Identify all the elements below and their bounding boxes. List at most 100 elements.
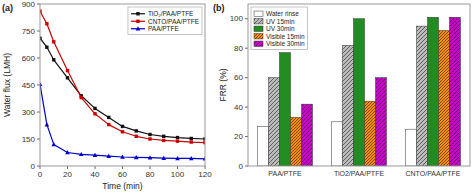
marker [65,150,70,154]
marker [162,139,165,142]
legend-label: UV 15min [266,18,295,25]
marker [176,136,179,139]
y-tick-label: 600 [22,54,36,63]
y-tick-label: 80 [234,44,243,53]
marker [107,123,110,126]
marker [121,125,124,128]
marker [190,140,193,143]
marker [93,153,98,157]
marker [107,116,110,119]
legend-swatch-marker [136,26,141,30]
marker [79,152,84,156]
marker [45,22,48,25]
marker [148,133,151,136]
x-tick-label: 80 [146,170,155,179]
legend-label: TiO₂/PAA/PTFE [148,10,194,17]
y-tick-label: 40 [234,103,243,112]
x-tick-label: 120 [198,170,212,179]
marker [45,46,48,49]
marker [189,156,194,160]
x-tick-label: 0 [38,170,43,179]
marker [121,130,124,133]
y-tick-label: 0 [239,162,244,171]
bar [302,104,313,166]
x-tick-label: 100 [171,170,185,179]
marker [120,155,125,159]
legend-swatch [254,41,263,46]
legend-box [251,7,308,50]
marker [66,69,69,72]
y-tick-label: 750 [22,27,36,36]
bar [332,122,343,166]
marker [135,129,138,132]
series-line [40,38,205,139]
legend-label: Visible 30min [266,40,305,47]
x-tick-label: 20 [63,170,72,179]
marker [135,135,138,138]
legend-swatch-marker [136,12,139,15]
marker [51,142,56,146]
x-tick-label: TiO2/PAA/PTFE [334,170,385,177]
marker [106,154,111,158]
bar [439,31,450,166]
bar [406,129,417,166]
legend-label: Visible 15min [266,33,305,40]
bar [291,117,302,166]
bar [417,26,428,166]
y-tick-label: 450 [22,81,36,90]
y-axis-label: FRR (%) [218,68,228,101]
bar [376,78,387,166]
marker [161,156,166,160]
legend-swatch [254,19,263,24]
legend-label: PAA/PTFE [148,25,180,32]
marker [162,135,165,138]
marker [134,155,139,159]
y-tick-label: 20 [234,132,243,141]
bar [343,45,354,166]
marker [148,155,153,159]
marker [93,107,96,110]
x-axis-label: Time (min) [102,181,142,191]
bar [269,78,280,166]
y-tick-label: 60 [234,73,243,82]
x-tick-label: CNTO/PAA/PTFE [406,170,461,177]
legend: Water rinseUV 15minUV 30minVisible 15min… [251,7,308,50]
legend: TiO₂/PAA/PTFECNTO/PAA/PTFEPAA/PTFE [128,7,202,35]
legend-label: UV 30min [266,25,295,32]
marker [93,112,96,115]
y-tick-label: 900 [22,0,36,9]
bar [258,126,269,166]
x-tick-label: 60 [118,170,127,179]
bar [280,53,291,166]
plot-frame [40,4,205,166]
plot-frame [248,4,470,166]
legend-swatch [254,34,263,39]
bar [450,17,461,166]
bar [365,101,376,166]
x-tick-label: PAA/PTFE [268,170,302,177]
bar [428,17,439,166]
chart-title: (b) [213,3,225,13]
series-line [40,84,205,159]
x-tick-label: 40 [91,170,100,179]
y-axis-label: Water flux (LMH) [2,53,12,117]
marker [80,96,83,99]
legend-swatch [254,26,263,31]
marker [148,137,151,140]
marker [190,137,193,140]
marker [66,76,69,79]
y-tick-label: 0 [31,162,36,171]
legend-swatch-marker [136,20,139,23]
marker [52,58,55,61]
marker [52,40,55,43]
marker [176,139,179,142]
marker [175,156,180,160]
marker [45,122,50,126]
y-tick-label: 300 [22,108,36,117]
figure: 0150300450600750900Water flux (LMH)02040… [0,0,474,193]
legend-label: CNTO/PAA/PTFE [148,18,200,25]
chart-title: (a) [2,3,13,13]
plot-marks [258,17,461,166]
y-tick-label: 100 [230,14,244,23]
y-tick-label: 150 [22,135,36,144]
